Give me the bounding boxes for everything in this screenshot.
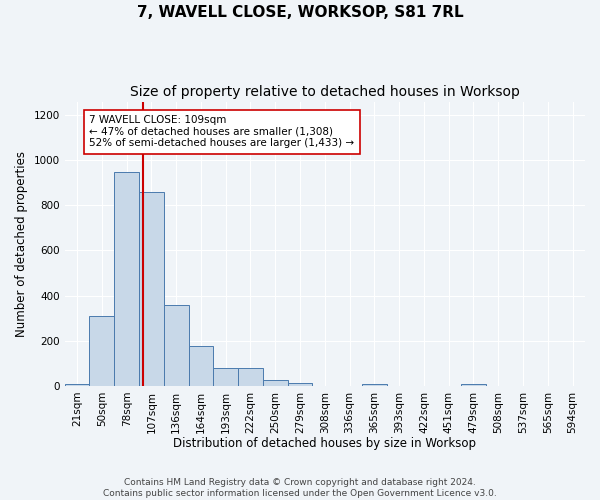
Y-axis label: Number of detached properties: Number of detached properties <box>15 150 28 336</box>
Title: Size of property relative to detached houses in Worksop: Size of property relative to detached ho… <box>130 85 520 99</box>
Bar <box>287 383 313 386</box>
Text: 7, WAVELL CLOSE, WORKSOP, S81 7RL: 7, WAVELL CLOSE, WORKSOP, S81 7RL <box>137 5 463 20</box>
Bar <box>114 172 139 386</box>
Bar <box>65 384 89 386</box>
Bar <box>89 316 114 386</box>
Bar <box>214 368 238 386</box>
Bar <box>263 380 287 386</box>
X-axis label: Distribution of detached houses by size in Worksop: Distribution of detached houses by size … <box>173 437 476 450</box>
Text: Contains HM Land Registry data © Crown copyright and database right 2024.
Contai: Contains HM Land Registry data © Crown c… <box>103 478 497 498</box>
Bar <box>238 368 263 386</box>
Bar <box>164 304 188 386</box>
Text: 7 WAVELL CLOSE: 109sqm
← 47% of detached houses are smaller (1,308)
52% of semi-: 7 WAVELL CLOSE: 109sqm ← 47% of detached… <box>89 115 355 148</box>
Bar <box>362 384 387 386</box>
Bar <box>188 346 214 386</box>
Bar <box>461 384 486 386</box>
Bar <box>139 192 164 386</box>
